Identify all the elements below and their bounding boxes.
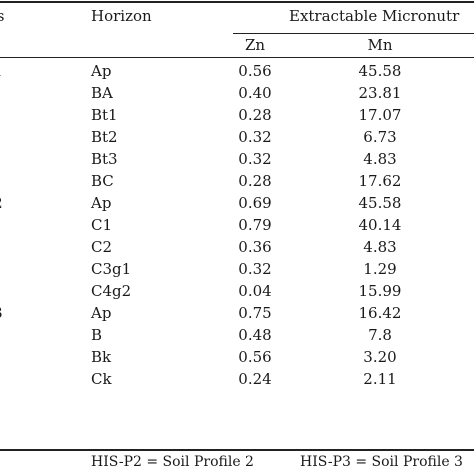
profile-cell: -P3 [0,304,3,322]
table-row: -P3 Ap 0.75 16.42 [0,302,474,324]
horizon-cell: Ap [91,304,112,322]
mn-cell: 17.07 [358,106,402,124]
table-row: C4g2 0.04 15.99 [0,280,474,302]
mn-cell: 16.42 [358,304,402,322]
horizon-cell: B [91,326,103,344]
header-horizon: Horizon [91,7,152,25]
mn-cell: 6.73 [363,128,397,146]
profile-cell: -P1 [0,62,3,80]
table-row: Bk 0.56 3.20 [0,346,474,368]
zn-cell: 0.56 [238,348,272,366]
zn-cell: 0.32 [238,128,272,146]
horizon-cell: BA [91,84,113,102]
mn-cell: 40.14 [358,216,402,234]
zn-cell: 0.28 [238,172,272,190]
header-rule [0,57,474,58]
footnote-profile-2: HIS-P2 = Soil Profile 2 [91,454,254,470]
zn-cell: 0.36 [238,238,272,256]
horizon-cell: Bt1 [91,106,118,124]
horizon-cell: Ck [91,370,112,388]
zn-cell: 0.69 [238,194,272,212]
zn-cell: 0.04 [238,282,272,300]
table-row: C3g1 0.32 1.29 [0,258,474,280]
table-row: B 0.48 7.8 [0,324,474,346]
mn-cell: 17.62 [358,172,402,190]
footnote-profile-3: HIS-P3 = Soil Profile 3 [300,454,463,470]
horizon-cell: Ap [91,194,112,212]
zn-cell: 0.48 [238,326,272,344]
table-row: -P1 Ap 0.56 45.58 [0,60,474,82]
zn-cell: 0.56 [238,62,272,80]
horizon-cell: Bk [91,348,112,366]
bottom-rule [0,449,474,451]
horizon-cell: C1 [91,216,113,234]
table-row: Bt1 0.28 17.07 [0,104,474,126]
mn-cell: 1.29 [363,260,397,278]
subheader-rule [233,33,474,34]
horizon-cell: C4g2 [91,282,132,300]
horizon-cell: BC [91,172,114,190]
zn-cell: 0.79 [238,216,272,234]
horizon-cell: Ap [91,62,112,80]
top-rule [0,1,474,3]
table-row: BA 0.40 23.81 [0,82,474,104]
horizon-cell: Bt2 [91,128,118,146]
horizon-cell: C3g1 [91,260,132,278]
header-micronutrients: Extractable Micronutr [289,7,460,25]
mn-cell: 7.8 [368,326,392,344]
mn-cell: 4.83 [363,238,397,256]
zn-cell: 0.24 [238,370,272,388]
table-row: Ck 0.24 2.11 [0,368,474,390]
table-row: Bt2 0.32 6.73 [0,126,474,148]
table-row: -P2 Ap 0.69 45.58 [0,192,474,214]
mn-cell: 15.99 [358,282,402,300]
header-mn: Mn [367,36,393,54]
zn-cell: 0.32 [238,260,272,278]
horizon-cell: Bt3 [91,150,118,168]
header-zn: Zn [244,36,266,54]
table-row: C1 0.79 40.14 [0,214,474,236]
mn-cell: 3.20 [363,348,397,366]
mn-cell: 23.81 [358,84,402,102]
mn-cell: 4.83 [363,150,397,168]
zn-cell: 0.32 [238,150,272,168]
header-location: ons [0,7,5,25]
zn-cell: 0.75 [238,304,272,322]
mn-cell: 2.11 [363,370,397,388]
horizon-cell: C2 [91,238,113,256]
table-row: BC 0.28 17.62 [0,170,474,192]
table-row: Bt3 0.32 4.83 [0,148,474,170]
zn-cell: 0.28 [238,106,272,124]
mn-cell: 45.58 [358,194,402,212]
mn-cell: 45.58 [358,62,402,80]
profile-cell: -P2 [0,194,3,212]
zn-cell: 0.40 [238,84,272,102]
table-row: C2 0.36 4.83 [0,236,474,258]
